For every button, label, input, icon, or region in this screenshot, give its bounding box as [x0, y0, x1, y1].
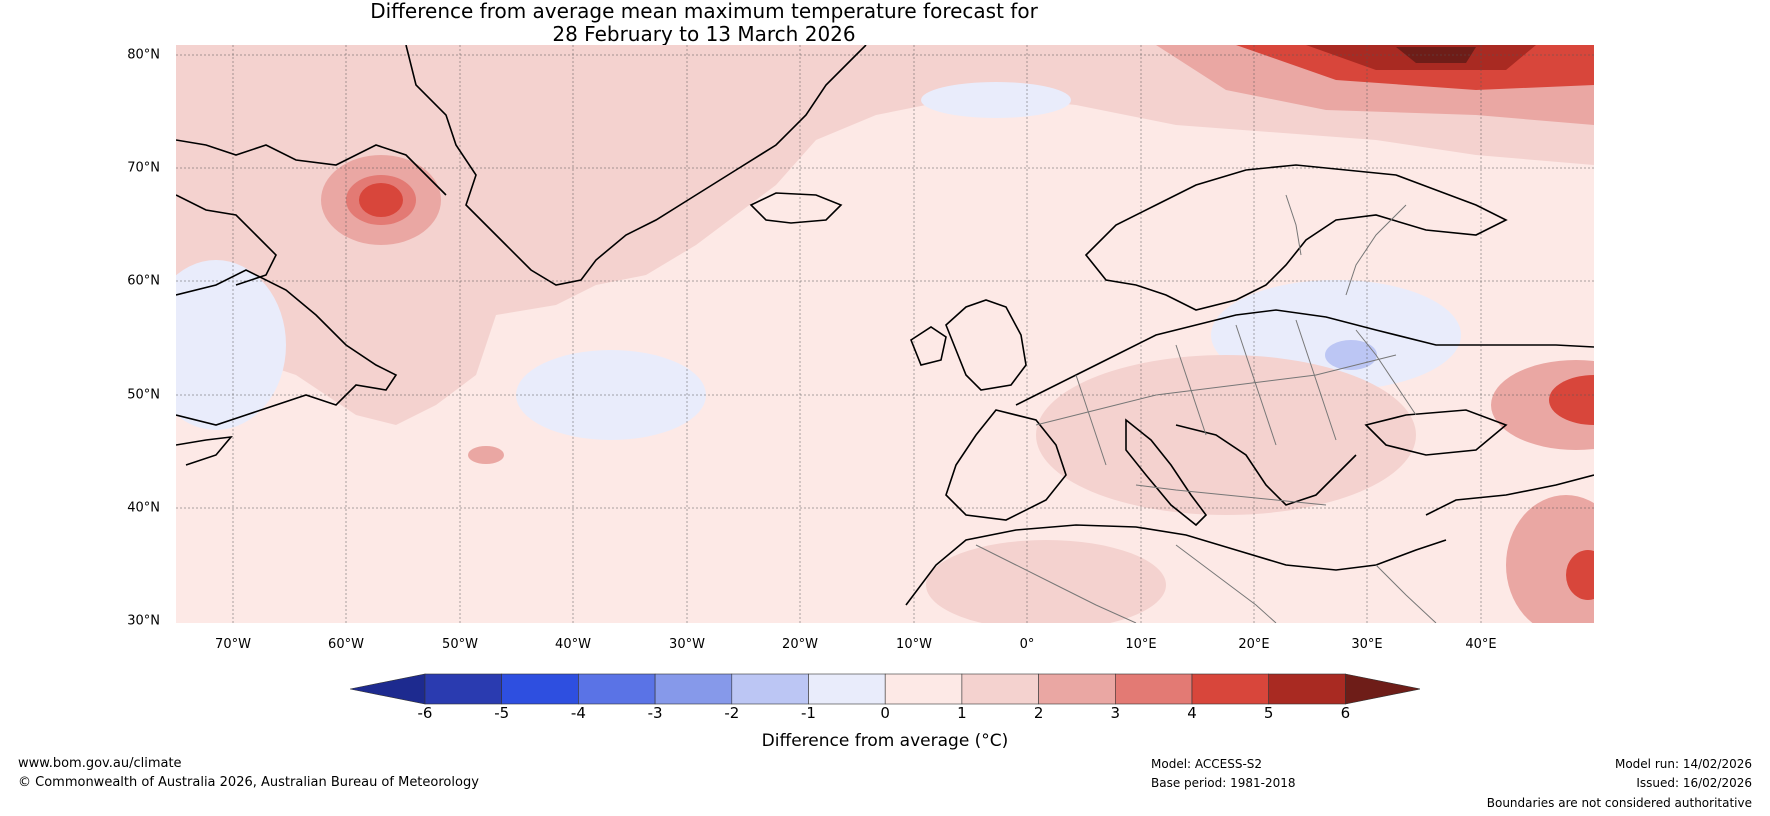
coast-balkans — [1175, 424, 1357, 506]
lon-label-60w: 60°W — [328, 637, 364, 652]
lon-label-70w: 70°W — [215, 637, 251, 652]
anomaly-region-atlantic-spot — [468, 446, 504, 464]
anomaly-region-middleeast-hot — [1566, 550, 1594, 600]
lat-label-40n: 40°N — [127, 500, 160, 516]
lon-label-10e: 10°E — [1125, 637, 1157, 652]
colorbar-extend-high — [1345, 673, 1420, 705]
colorbar-tick-label: -1 — [801, 704, 816, 722]
coast-italy — [1125, 418, 1208, 527]
colorbar-tick-label: 6 — [1340, 704, 1351, 722]
anomaly-region-labrador-cool — [176, 260, 286, 430]
graticule — [176, 45, 1594, 623]
country-borders — [975, 194, 1437, 623]
colorbar-tick-label: -3 — [647, 704, 663, 722]
colorbar — [350, 673, 1420, 705]
anomaly-region-europe-warm — [1036, 355, 1416, 515]
anomaly-region-greenland — [176, 45, 1594, 425]
colorbar-band — [1268, 673, 1346, 705]
coast-scandinavia — [1084, 164, 1508, 311]
colorbar-tick-label: 4 — [1187, 704, 1197, 722]
anomaly-map-canvas — [176, 45, 1594, 623]
coast-labrador — [176, 269, 398, 426]
colorbar-band — [654, 673, 733, 705]
lon-label-20w: 20°W — [782, 637, 818, 652]
colorbar-tick-label: -2 — [724, 704, 740, 722]
lon-label-50w: 50°W — [442, 637, 478, 652]
title-line-2: 28 February to 13 March 2026 — [552, 22, 856, 46]
lon-label-0: 0° — [1019, 637, 1035, 652]
coast-europe-mainland — [1015, 309, 1594, 406]
footer-copyright: © Commonwealth of Australia 2026, Austra… — [18, 775, 479, 790]
lon-label-40w: 40°W — [555, 637, 591, 652]
colorbar-band — [424, 673, 502, 705]
footer-model-run: Model run: 14/02/2026 — [1614, 757, 1752, 771]
lat-label-80n: 80°N — [127, 47, 160, 63]
lon-label-30e: 30°E — [1351, 637, 1383, 652]
colorbar-tick-label: 0 — [880, 704, 890, 722]
lon-label-10w: 10°W — [896, 637, 932, 652]
coast-newfoundland — [176, 435, 233, 466]
colorbar-extend-low — [350, 673, 426, 705]
colorbar-band — [884, 673, 963, 705]
coast-canada-arctic — [176, 139, 447, 196]
lon-label-40e: 40°E — [1465, 637, 1497, 652]
colorbar-band — [501, 673, 579, 705]
anomaly-region-arctic-cool — [921, 82, 1071, 118]
footer-issued: Issued: 16/02/2026 — [1636, 776, 1752, 790]
colorbar-band — [808, 673, 886, 705]
footer-base-period: Base period: 1981-2018 — [1151, 776, 1296, 790]
colorbar-segments — [350, 673, 1420, 705]
colorbar-tick-label: 1 — [957, 704, 967, 722]
lat-label-50n: 50°N — [127, 387, 160, 403]
lon-label-20e: 20°E — [1238, 637, 1270, 652]
colorbar-band — [1191, 673, 1269, 705]
lat-label-30n: 30°N — [127, 613, 160, 629]
colorbar-band — [731, 673, 809, 705]
anomaly-map — [176, 45, 1594, 623]
footer-model: Model: ACCESS-S2 — [1151, 757, 1263, 771]
colorbar-tick-label: -5 — [494, 704, 510, 722]
coast-middle-east — [1425, 474, 1594, 516]
footer-website: www.bom.gov.au/climate — [18, 756, 182, 771]
colorbar-band — [1114, 673, 1193, 705]
coast-greenland — [405, 45, 867, 286]
anomaly-region-belarus-cool — [1325, 340, 1377, 370]
colorbar-tick-label: 3 — [1110, 704, 1121, 722]
lon-label-30w: 30°W — [669, 637, 705, 652]
footer-disclaimer: Boundaries are not considered authoritat… — [1486, 796, 1752, 810]
colorbar-tick-label: 2 — [1033, 704, 1044, 722]
anomaly-region-atlantic-cool — [516, 350, 706, 440]
title-line-1: Difference from average mean maximum tem… — [370, 0, 1038, 23]
colorbar-band — [961, 673, 1039, 705]
anomaly-region-east-hot — [1549, 375, 1594, 425]
coast-british-isles — [945, 299, 1027, 391]
map-title: Difference from average mean maximum tem… — [0, 0, 1408, 46]
lat-label-60n: 60°N — [127, 273, 160, 289]
coast-iberia — [945, 409, 1067, 521]
anomaly-region-africa-warm — [926, 540, 1166, 623]
colorbar-label: Difference from average (°C) — [761, 731, 1009, 751]
colorbar-band — [1038, 673, 1116, 705]
coast-iceland — [749, 192, 843, 224]
colorbar-band — [578, 673, 656, 705]
colorbar-tick-label: 5 — [1263, 704, 1274, 722]
coast-baffin — [176, 194, 277, 286]
lat-label-70n: 70°N — [127, 160, 160, 176]
coast-ireland — [910, 326, 947, 366]
colorbar-tick-label: -6 — [417, 704, 433, 722]
anomaly-region-baffin-peak — [359, 183, 403, 217]
colorbar-tick-label: -4 — [570, 704, 586, 722]
